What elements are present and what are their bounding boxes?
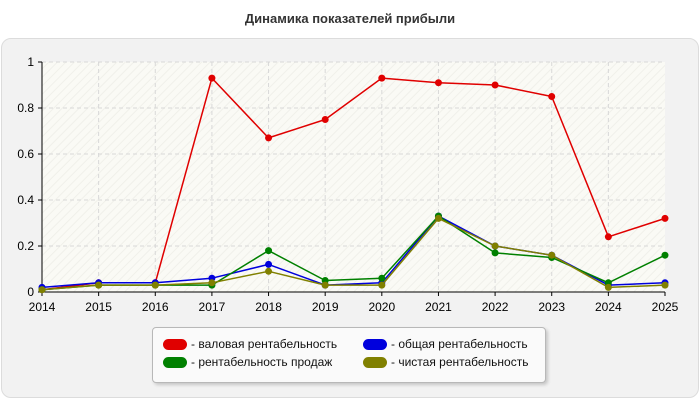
x-tick-label: 2014 [29,300,56,314]
chart-title: Динамика показателей прибыли [244,11,456,26]
legend-item-net-margin: - чистая рентабельность [363,355,528,369]
data-point-3 [321,281,329,289]
data-point-0 [208,74,216,82]
data-point-3 [434,214,442,222]
data-point-2 [661,251,669,259]
legend-item-gross-margin: - валовая рентабельность [163,337,337,351]
data-point-3 [95,281,103,289]
data-point-3 [604,283,612,291]
data-point-3 [208,279,216,287]
x-tick-label: 2025 [652,300,679,314]
legend-swatch-sales-margin [163,356,187,368]
data-point-0 [434,79,442,87]
x-tick-label: 2015 [85,300,112,314]
data-point-0 [661,214,669,222]
data-point-0 [548,93,556,100]
data-point-3 [661,281,669,289]
y-tick-label: 0.2 [17,239,34,253]
data-point-0 [321,116,329,123]
y-tick-label: 0.4 [17,193,34,207]
data-point-0 [604,233,612,241]
data-point-3 [491,242,499,250]
data-point-2 [491,249,499,257]
data-point-2 [265,247,273,255]
data-point-0 [491,81,499,89]
data-point-3 [378,281,386,289]
x-tick-label: 2022 [482,300,509,314]
x-tick-label: 2019 [312,300,339,314]
legend-item-total-margin: - общая рентабельность [363,337,528,351]
legend-swatch-gross-margin [163,338,187,350]
y-tick-label: 0.6 [17,147,34,161]
series-line-3 [41,217,666,291]
x-tick-label: 2017 [199,300,226,314]
legend: - валовая рентабельность - общая рентабе… [152,327,546,383]
data-point-3 [548,251,556,259]
data-point-1 [265,260,273,268]
legend-label-net-margin: - чистая рентабельность [391,355,529,369]
data-point-0 [378,74,386,82]
x-tick-label: 2021 [425,300,452,314]
y-tick-label: 0.8 [17,101,34,115]
x-tick-label: 2024 [595,300,622,314]
legend-label-gross-margin: - валовая рентабельность [191,337,338,351]
legend-swatch-net-margin [363,356,387,368]
data-point-2 [378,274,386,282]
data-point-0 [265,134,273,142]
legend-label-total-margin: - общая рентабельность [391,337,528,351]
data-point-3 [151,281,159,289]
legend-label-sales-margin: - рентабельность продаж [191,355,333,369]
series-layer [38,74,669,294]
plot-area [42,62,665,292]
legend-swatch-total-margin [363,338,387,350]
grid [42,61,665,292]
y-tick-label: 1 [27,55,34,69]
data-point-3 [38,286,46,294]
y-tick-label: 0 [27,285,34,299]
x-tick-label: 2023 [538,300,565,314]
x-tick-label: 2016 [142,300,169,314]
x-tick-label: 2018 [255,300,282,314]
legend-item-sales-margin: - рентабельность продаж [163,355,332,369]
x-tick-label: 2020 [368,300,395,314]
data-point-3 [265,267,273,275]
